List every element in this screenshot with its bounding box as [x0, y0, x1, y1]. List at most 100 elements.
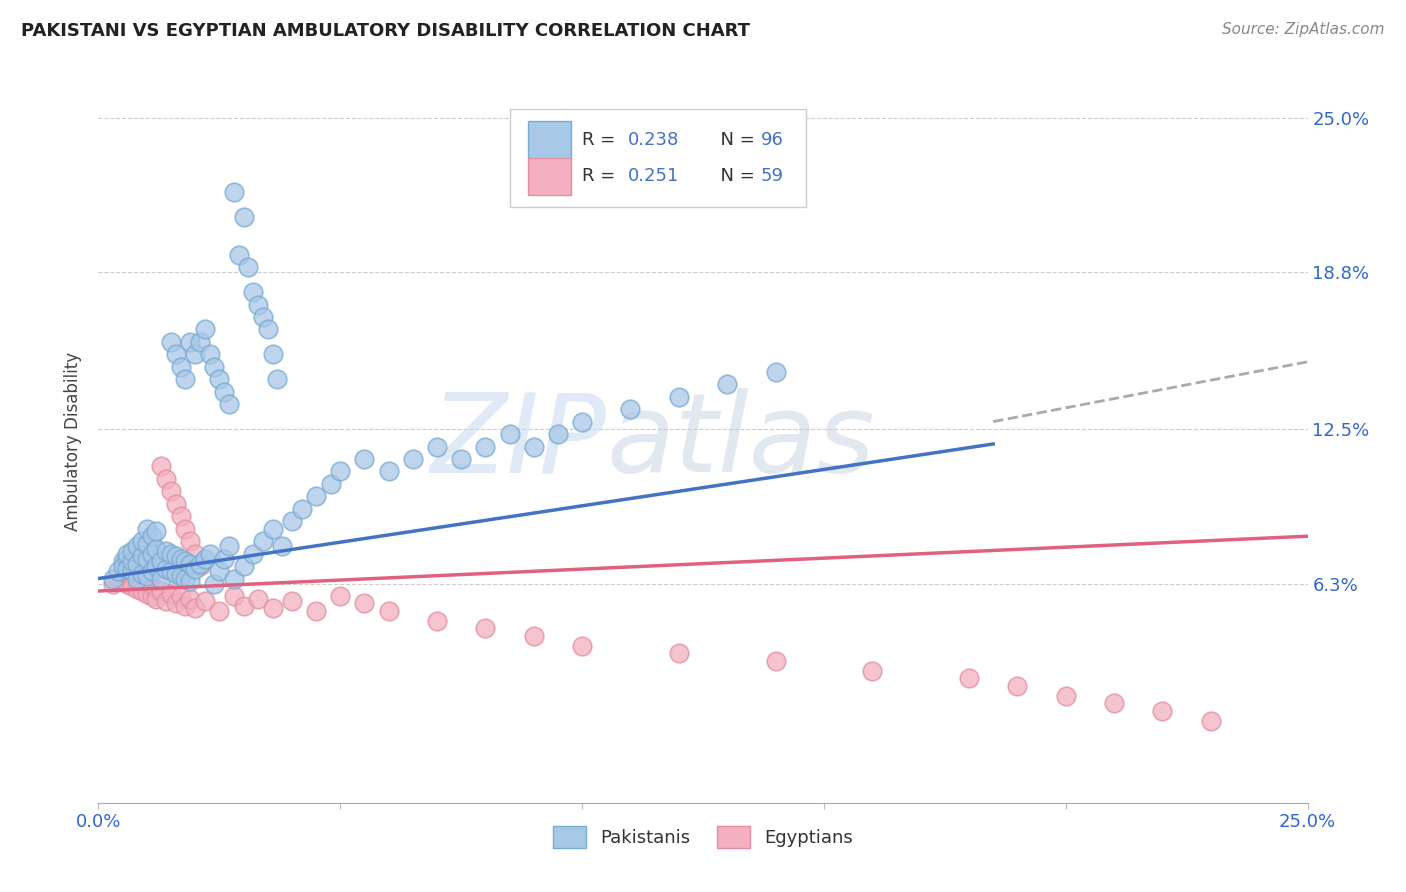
Point	[184, 347, 207, 361]
Point	[1102, 696, 1125, 710]
Point	[131, 534, 153, 549]
Point	[169, 509, 191, 524]
Point	[184, 601, 207, 615]
Point	[174, 599, 197, 613]
Point	[765, 654, 787, 668]
Point	[281, 594, 304, 608]
Point	[155, 544, 177, 558]
Point	[165, 497, 187, 511]
Point	[232, 559, 254, 574]
Point	[174, 522, 197, 536]
Point	[150, 459, 173, 474]
Point	[127, 572, 149, 586]
Text: PAKISTANI VS EGYPTIAN AMBULATORY DISABILITY CORRELATION CHART: PAKISTANI VS EGYPTIAN AMBULATORY DISABIL…	[21, 22, 749, 40]
Point	[208, 372, 231, 386]
Point	[131, 574, 153, 588]
Text: 96: 96	[761, 131, 785, 149]
Point	[305, 604, 328, 618]
Point	[111, 574, 134, 588]
Point	[121, 564, 143, 578]
Point	[353, 597, 375, 611]
Point	[247, 297, 270, 311]
Point	[160, 334, 183, 349]
Point	[188, 557, 211, 571]
Point	[169, 569, 191, 583]
Point	[1152, 704, 1174, 718]
Point	[169, 551, 191, 566]
Point	[150, 554, 173, 568]
Point	[165, 597, 187, 611]
Point	[218, 397, 240, 411]
Point	[141, 564, 163, 578]
Point	[377, 465, 399, 479]
Point	[247, 591, 270, 606]
Point	[523, 440, 546, 454]
Point	[242, 285, 264, 299]
Point	[194, 551, 217, 566]
Point	[111, 559, 134, 574]
Legend: Pakistanis, Egyptians: Pakistanis, Egyptians	[546, 819, 860, 855]
Point	[117, 566, 139, 581]
Point	[238, 260, 260, 274]
Point	[135, 551, 157, 566]
Point	[135, 522, 157, 536]
Point	[174, 372, 197, 386]
Point	[232, 211, 254, 225]
Point	[765, 365, 787, 379]
Point	[121, 569, 143, 583]
Point	[188, 334, 211, 349]
Point	[150, 584, 173, 599]
Point	[141, 529, 163, 543]
Point	[145, 524, 167, 539]
Point	[117, 551, 139, 566]
FancyBboxPatch shape	[527, 158, 571, 195]
Point	[450, 452, 472, 467]
Text: atlas: atlas	[606, 388, 875, 495]
Point	[121, 579, 143, 593]
Point	[208, 604, 231, 618]
Text: Source: ZipAtlas.com: Source: ZipAtlas.com	[1222, 22, 1385, 37]
Text: ZIP: ZIP	[430, 388, 606, 495]
Point	[179, 334, 201, 349]
Point	[184, 547, 207, 561]
Point	[155, 594, 177, 608]
Point	[194, 322, 217, 336]
Point	[141, 589, 163, 603]
Point	[160, 564, 183, 578]
Point	[716, 377, 738, 392]
Text: R =: R =	[582, 168, 621, 186]
Point	[860, 664, 883, 678]
Point	[262, 601, 284, 615]
Point	[426, 614, 449, 628]
Point	[174, 554, 197, 568]
Point	[145, 591, 167, 606]
Point	[262, 522, 284, 536]
Point	[222, 572, 245, 586]
Point	[204, 359, 226, 374]
Point	[222, 589, 245, 603]
Point	[145, 559, 167, 574]
Point	[262, 347, 284, 361]
Point	[402, 452, 425, 467]
Point	[188, 559, 211, 574]
Point	[121, 554, 143, 568]
Point	[127, 572, 149, 586]
Text: 0.238: 0.238	[628, 131, 679, 149]
Point	[169, 359, 191, 374]
Point	[174, 572, 197, 586]
Point	[1007, 679, 1029, 693]
Point	[198, 347, 221, 361]
Point	[131, 584, 153, 599]
Point	[668, 646, 690, 660]
Point	[242, 547, 264, 561]
Point	[135, 537, 157, 551]
Point	[101, 576, 124, 591]
Point	[169, 589, 191, 603]
FancyBboxPatch shape	[527, 121, 571, 159]
Point	[523, 629, 546, 643]
Point	[117, 576, 139, 591]
Point	[111, 554, 134, 568]
Point	[127, 539, 149, 553]
Point	[571, 639, 593, 653]
Point	[474, 621, 496, 635]
